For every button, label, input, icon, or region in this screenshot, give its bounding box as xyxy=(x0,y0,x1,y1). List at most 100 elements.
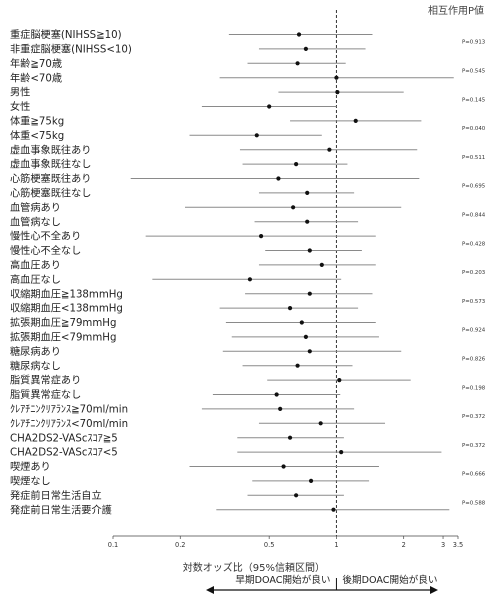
point-estimate xyxy=(327,147,332,152)
point-estimate xyxy=(319,262,324,267)
interaction-p-value: P=0.573 xyxy=(462,299,485,305)
forest-row: 心筋梗塞既往あり xyxy=(10,172,420,185)
forest-row: 脂質異常症あり xyxy=(10,374,411,387)
interaction-p-value: P=0.145 xyxy=(462,97,485,103)
forest-row: 女性 xyxy=(10,100,337,113)
row-label: 発症前日常生活要介護 xyxy=(10,503,112,516)
point-estimate xyxy=(287,435,293,440)
row-label: 高血圧あり xyxy=(10,259,61,272)
point-estimate xyxy=(258,234,264,239)
forest-row: CHA2DS2-VAScｽｺｱ≧5 xyxy=(10,433,344,444)
tick-label: 0.1 xyxy=(108,541,119,549)
interaction-p-value: P=0.588 xyxy=(462,501,486,507)
row-label: ｸﾚｱﾁﾆﾝｸﾘｱﾗﾝｽ≧70ml/min xyxy=(10,404,128,416)
point-estimate xyxy=(318,421,323,426)
forest-row: 高血圧あり xyxy=(10,259,376,272)
point-estimate xyxy=(281,464,286,469)
row-label: 年齢<70歳 xyxy=(10,71,62,84)
point-estimate xyxy=(247,277,253,282)
row-label: 発症前日常生活自立 xyxy=(10,489,102,502)
point-estimate xyxy=(299,320,304,325)
row-label: 糖尿病なし xyxy=(10,359,61,372)
row-label: 糖尿病あり xyxy=(10,345,61,358)
row-label: ｸﾚｱﾁﾆﾝｸﾘｱﾗﾝｽ<70ml/min xyxy=(10,418,128,430)
point-estimate xyxy=(307,248,312,253)
direction-indicator: 早期DOAC開始が良い 後期DOAC開始が良い xyxy=(206,574,438,594)
interaction-p-value: P=0.372 xyxy=(462,414,485,420)
row-label: CHA2DS2-VAScｽｺｱ<5 xyxy=(10,448,118,459)
interaction-p-value: P=0.428 xyxy=(462,241,486,247)
tick-label: 3 xyxy=(441,541,445,549)
row-label: 非重症脳梗塞(NIHSS<10) xyxy=(10,43,132,56)
point-estimate xyxy=(303,334,308,339)
forest-row: 糖尿病なし xyxy=(10,359,353,372)
point-estimate xyxy=(274,392,279,397)
forest-row: 心筋梗塞既往なし xyxy=(10,187,355,200)
interaction-p-value: P=0.372 xyxy=(462,443,485,449)
forest-row: 虚血事象既往なし xyxy=(10,158,348,171)
forest-row: 慢性心不全あり xyxy=(10,230,376,243)
interaction-p-value: P=0.198 xyxy=(462,385,486,391)
row-label: 拡張期血圧≧79mmHg xyxy=(10,316,116,329)
forest-row: 収縮期血圧≧138mmHg xyxy=(10,287,373,300)
interaction-p-value: P=0.666 xyxy=(462,472,486,478)
point-estimate xyxy=(295,363,300,368)
interaction-p-value: P=0.826 xyxy=(462,357,486,363)
row-label: 男性 xyxy=(10,86,30,99)
forest-row: 喫煙なし xyxy=(10,476,370,488)
point-estimate xyxy=(276,176,281,181)
forest-row: CHA2DS2-VAScｽｺｱ<5 xyxy=(10,448,442,459)
row-label: 心筋梗塞既往なし xyxy=(10,187,92,200)
favors-late-label: 後期DOAC開始が良い xyxy=(342,574,437,586)
forest-row: 発症前日常生活要介護 xyxy=(10,503,450,516)
interaction-p-value: P=0.545 xyxy=(462,69,485,75)
forest-rows: 重症脳梗塞(NIHSS≧10) 非重症脳梗塞(NIHSS<10)年齢≧70歳年齢<… xyxy=(10,10,486,536)
row-label: 慢性心不全あり xyxy=(10,230,81,243)
interaction-p-value: P=0.203 xyxy=(462,270,485,276)
point-estimate xyxy=(295,61,300,66)
forest-row: 血管病なし xyxy=(10,215,359,228)
arrow-left-icon xyxy=(206,586,214,594)
row-label: 慢性心不全なし xyxy=(10,244,81,257)
row-label: 虚血事象既往なし xyxy=(10,158,92,171)
forest-row: ｸﾚｱﾁﾆﾝｸﾘｱﾗﾝｽ≧70ml/min xyxy=(10,404,355,416)
forest-row: 男性 xyxy=(10,86,404,99)
row-label: 収縮期血圧≧138mmHg xyxy=(10,287,123,300)
row-label: 女性 xyxy=(10,100,30,113)
forest-row: 体重<75kg xyxy=(10,129,322,142)
row-label: 虚血事象既往あり xyxy=(10,143,92,156)
point-estimate xyxy=(287,306,293,311)
forest-row: 重症脳梗塞(NIHSS≧10) xyxy=(10,28,373,41)
interaction-p-value: P=0.913 xyxy=(462,40,485,46)
row-label: 血管病なし xyxy=(10,215,61,228)
interaction-p-value: P=0.844 xyxy=(462,213,486,219)
point-estimate xyxy=(334,75,339,80)
row-label: 喫煙あり xyxy=(10,461,51,473)
point-estimate xyxy=(254,133,259,138)
forest-row: 高血圧なし xyxy=(10,273,342,286)
point-estimate xyxy=(353,118,358,123)
tick-label: 2 xyxy=(402,541,406,549)
point-estimate xyxy=(294,493,299,498)
favors-early-label: 早期DOAC開始が良い xyxy=(235,574,330,586)
forest-row: ｸﾚｱﾁﾆﾝｸﾘｱﾗﾝｽ<70ml/min xyxy=(10,418,386,430)
tick-label: 3.5 xyxy=(453,541,464,549)
point-estimate xyxy=(337,378,342,383)
row-label: 脂質異常症あり xyxy=(10,374,81,387)
forest-row: 血管病あり xyxy=(10,201,402,214)
forest-row: 発症前日常生活自立 xyxy=(10,489,344,502)
x-axis-title: 対数オッズ比（95%信頼区間） xyxy=(183,561,325,574)
interaction-p-value: P=0.040 xyxy=(462,126,486,132)
point-estimate xyxy=(335,90,340,95)
forest-row: 糖尿病あり xyxy=(10,345,402,358)
pvalue-column-title: 相互作用P値 xyxy=(428,4,484,17)
forest-row: 拡張期血圧<79mmHg xyxy=(10,331,379,344)
row-label: 血管病あり xyxy=(10,201,61,214)
point-estimate xyxy=(308,478,314,483)
row-label: 体重<75kg xyxy=(10,129,64,142)
row-label: 収縮期血圧<138mmHg xyxy=(10,302,123,315)
forest-row: 脂質異常症なし xyxy=(10,388,341,401)
interaction-p-value: P=0.511 xyxy=(462,155,485,161)
forest-row: 収縮期血圧<138mmHg xyxy=(10,302,359,315)
forest-row: 年齢≧70歳 xyxy=(10,57,346,70)
